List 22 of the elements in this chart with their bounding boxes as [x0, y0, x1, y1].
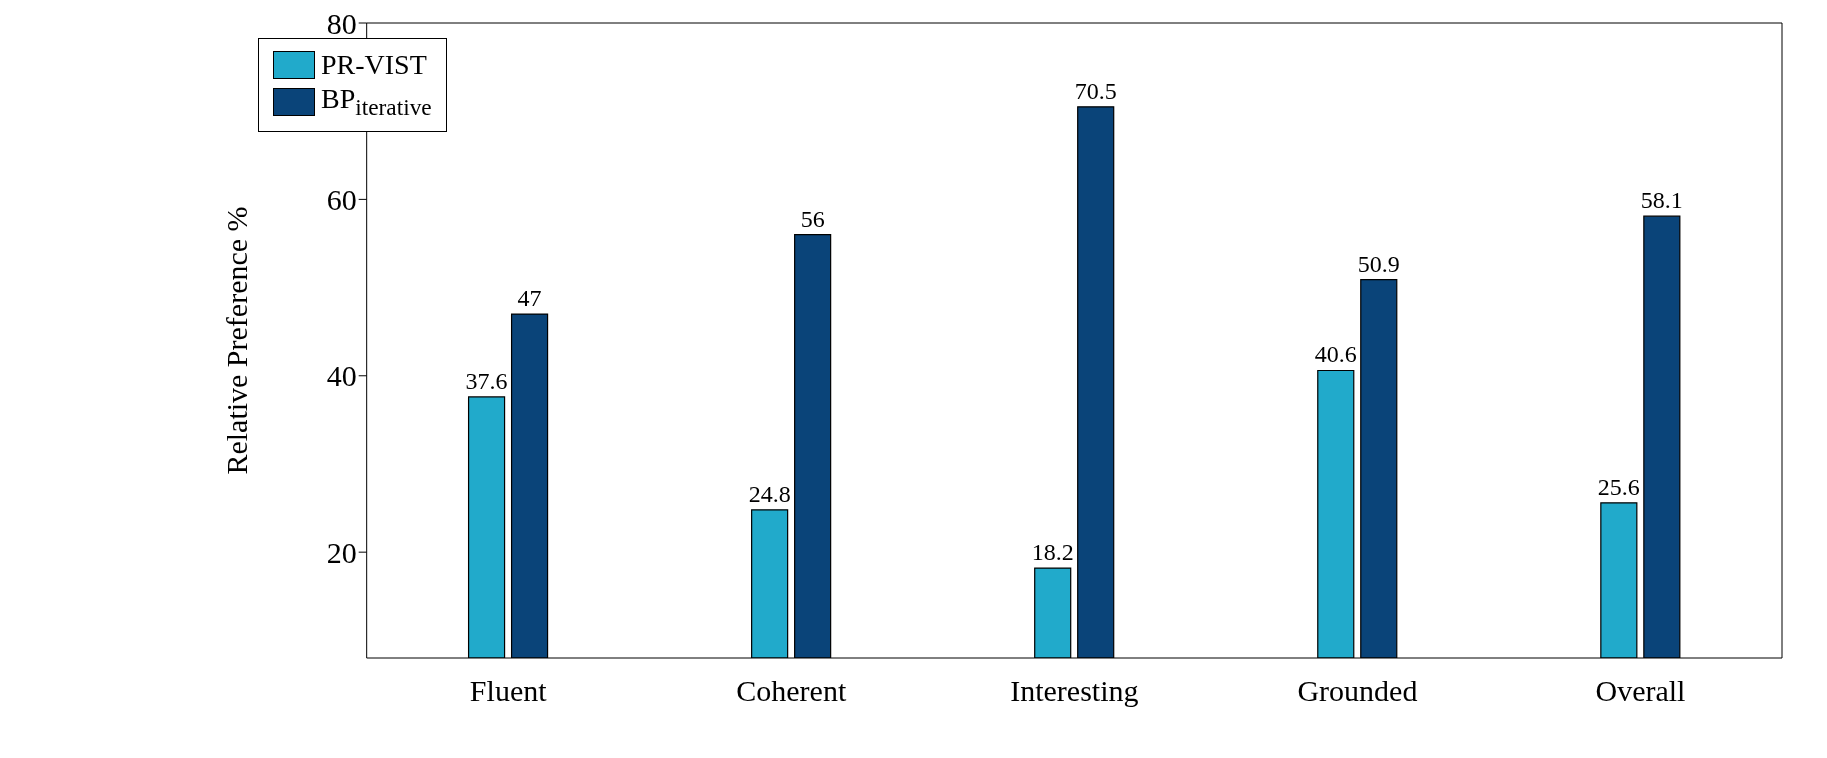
x-tick-label: Overall [1595, 674, 1686, 708]
data-label: 58.1 [1640, 187, 1683, 214]
y-tick-label: 20 [326, 535, 357, 569]
x-tick-label: Interesting [1010, 674, 1139, 708]
legend-label: BP$_{iterative}$ [321, 83, 432, 121]
data-label: 56 [800, 205, 825, 232]
data-label: 47 [517, 285, 542, 312]
data-label: 37.6 [465, 367, 508, 394]
y-tick-label: 80 [326, 6, 357, 40]
y-axis-title: Relative Preference % [220, 206, 254, 475]
data-label: 24.8 [748, 480, 791, 507]
y-tick-label: 60 [326, 183, 357, 217]
x-tick-label: Grounded [1297, 674, 1418, 708]
x-tick-label: Fluent [469, 674, 548, 708]
legend-label: PR-VIST [321, 49, 427, 81]
data-label: 50.9 [1357, 250, 1400, 277]
data-label: 18.2 [1031, 539, 1074, 566]
data-label: 70.5 [1074, 77, 1117, 104]
x-tick-label: Coherent [736, 674, 847, 708]
data-label: 25.6 [1597, 473, 1640, 500]
y-tick-label: 40 [326, 359, 357, 393]
data-label: 40.6 [1314, 341, 1357, 368]
